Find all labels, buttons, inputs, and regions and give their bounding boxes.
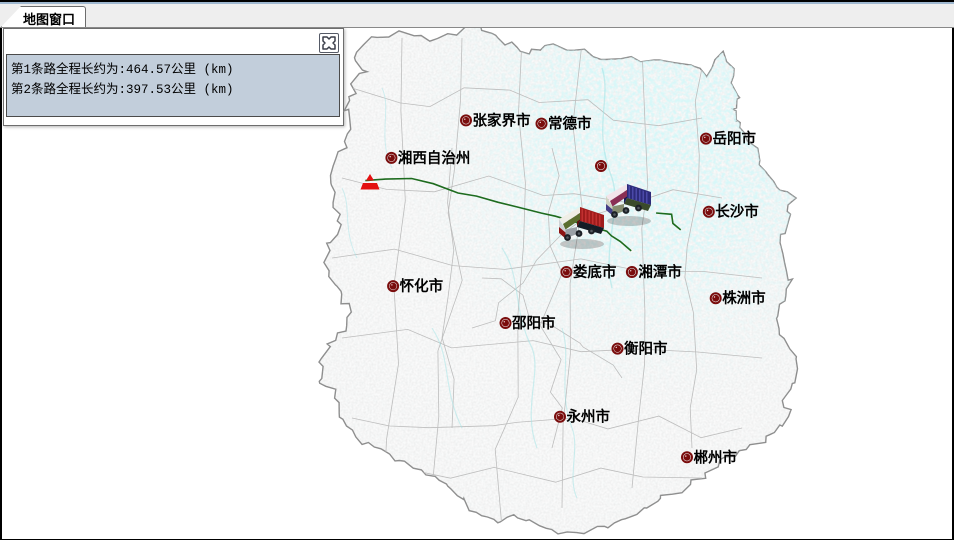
svg-text:永州市: 永州市 — [566, 408, 611, 426]
svg-text:长沙市: 长沙市 — [715, 203, 759, 221]
svg-text:邵阳市: 邵阳市 — [511, 314, 556, 332]
svg-text:怀化市: 怀化市 — [400, 277, 444, 295]
svg-text:娄底市: 娄底市 — [573, 263, 617, 281]
svg-text:衡阳市: 衡阳市 — [624, 340, 668, 358]
svg-text:张家界市: 张家界市 — [473, 111, 531, 129]
svg-text:郴州市: 郴州市 — [694, 448, 738, 466]
svg-text:常德市: 常德市 — [548, 115, 592, 133]
svg-text:株洲市: 株洲市 — [722, 289, 766, 307]
svg-text:湘潭市: 湘潭市 — [638, 263, 682, 281]
svg-text:湘西自治州: 湘西自治州 — [398, 149, 471, 167]
svg-text:岳阳市: 岳阳市 — [713, 130, 757, 148]
